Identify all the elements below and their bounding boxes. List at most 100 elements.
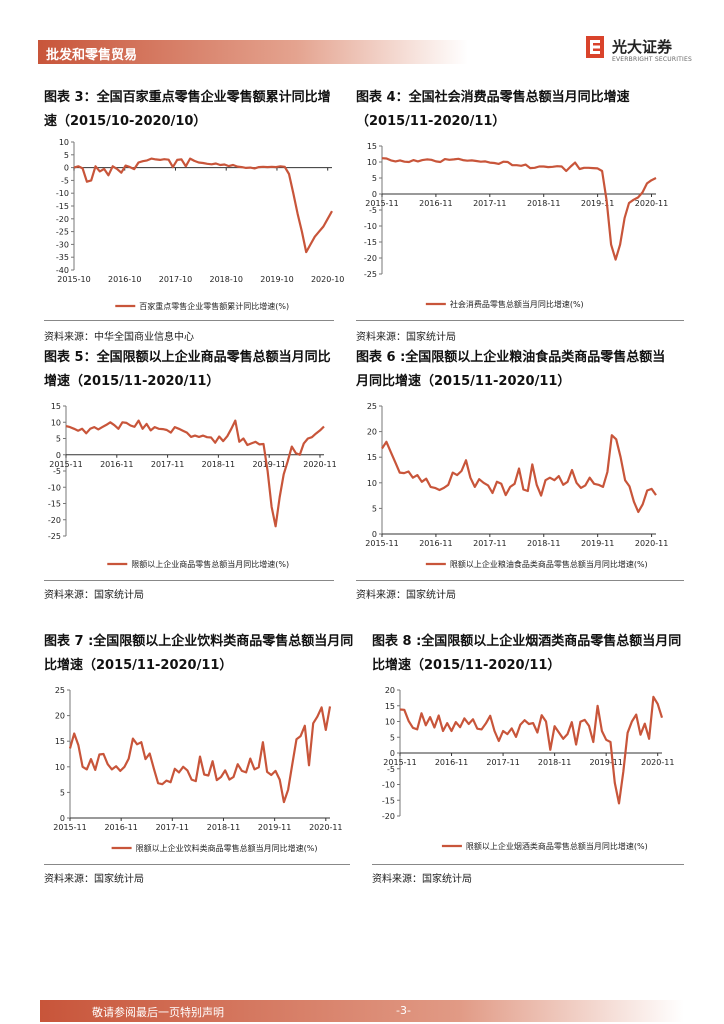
y-tick-label: 20 [385, 686, 395, 695]
y-tick-label: -20 [48, 516, 61, 525]
x-tick-label: 2018-10 [210, 275, 243, 284]
legend-label: 限额以上企业粮油食品类商品零售总额当月同比增速(%) [450, 559, 648, 569]
source-note: 资料来源：国家统计局 [356, 590, 456, 601]
x-tick-label: 2018-11 [527, 199, 560, 208]
x-tick-label: 2016-11 [104, 823, 137, 832]
y-tick-label: -15 [382, 796, 395, 805]
series-line [399, 695, 664, 805]
y-tick-label: 0 [372, 190, 377, 199]
source-note: 资料来源：国家统计局 [356, 332, 456, 343]
line-chart: 20 15 10 5 0 -5 -10 -15 -20 2015-11 2016-11 2017-11… [382, 686, 675, 851]
x-tick-label: 2019-11 [581, 199, 614, 208]
y-tick-label: 20 [55, 712, 65, 721]
y-tick-label: -25 [48, 532, 61, 541]
y-tick-label: 5 [56, 435, 61, 444]
x-tick-label: 2017-11 [473, 199, 506, 208]
y-tick-label: -20 [382, 812, 395, 821]
x-tick-label: 2017-10 [159, 275, 192, 284]
x-tick-label: 2019-10 [260, 275, 293, 284]
x-tick-label: 2018-11 [538, 758, 571, 767]
divider [44, 864, 350, 865]
y-tick-label: 0 [60, 814, 65, 823]
y-tick-label: 0 [64, 164, 69, 173]
legend-label: 百家重点零售企业零售额累计同比增速(%) [139, 301, 289, 311]
caption-line: 增速（2015/11-2020/11） [44, 374, 220, 389]
y-tick-label: 10 [385, 718, 395, 727]
caption-line: （2015/11-2020/11） [356, 114, 506, 129]
x-tick-label: 2019-11 [258, 823, 291, 832]
x-tick-label: 2016-10 [108, 275, 141, 284]
x-tick-label: 2015-11 [383, 758, 416, 767]
y-tick-label: -35 [56, 253, 69, 262]
everbright-logo-icon [586, 36, 604, 58]
x-tick-label: 2020-11 [309, 823, 342, 832]
legend-label: 社会消费品零售总额当月同比增速(%) [450, 299, 584, 309]
y-tick-label: 5 [390, 733, 395, 742]
y-tick-label: 0 [390, 749, 395, 758]
chart-caption: 图表 6 :全国限额以上企业粮油食品类商品零售总额当 月同比增速（2015/11… [356, 346, 665, 394]
x-tick-label: 2015-11 [53, 823, 86, 832]
y-tick-label: 5 [372, 504, 377, 513]
caption-line: 比增速（2015/11-2020/11） [44, 658, 233, 673]
divider [44, 320, 334, 321]
x-tick-label: 2015-11 [49, 460, 82, 469]
legend-label: 限额以上企业商品零售总额当月同比增速(%) [131, 559, 289, 569]
line-chart: 15 10 5 0 -5 -10 -15 -20 -25 2015-11 2016-11 2017-1… [364, 142, 668, 309]
x-tick-label: 2020-11 [635, 199, 668, 208]
x-tick-label: 2015-10 [57, 275, 90, 284]
brand-name-en: EVERBRIGHT SECURITIES [612, 56, 692, 63]
x-tick-label: 2020-10 [311, 275, 344, 284]
x-tick-label: 2018-11 [202, 460, 235, 469]
source-note: 资料来源：国家统计局 [44, 874, 144, 885]
x-tick-label: 2016-11 [435, 758, 468, 767]
header-banner [38, 40, 468, 64]
section-title: 批发和零售贸易 [46, 48, 138, 63]
y-tick-label: 10 [51, 418, 61, 427]
y-tick-label: -10 [48, 483, 61, 492]
divider [44, 580, 334, 581]
series-line [68, 706, 332, 804]
y-tick-label: 15 [51, 402, 61, 411]
divider [372, 864, 684, 865]
x-tick-label: 2020-11 [303, 460, 336, 469]
y-tick-label: 15 [367, 453, 377, 462]
x-tick-label: 2017-11 [473, 539, 506, 548]
x-tick-label: 2019-11 [589, 758, 622, 767]
source-note: 资料来源：国家统计局 [372, 874, 472, 885]
y-tick-label: -5 [369, 206, 377, 215]
x-tick-label: 2016-11 [100, 460, 133, 469]
source-note: 资料来源：中华全国商业信息中心 [44, 332, 194, 343]
y-tick-label: 0 [372, 530, 377, 539]
x-tick-label: 2017-11 [151, 460, 184, 469]
caption-line: 比增速（2015/11-2020/11） [372, 658, 561, 673]
x-tick-label: 2020-11 [641, 758, 674, 767]
y-tick-label: -5 [53, 467, 61, 476]
caption-line: 图表 4：全国社会消费品零售总额当月同比增速 [356, 90, 630, 105]
y-tick-label: 15 [367, 142, 377, 151]
x-tick-label: 2020-11 [635, 539, 668, 548]
caption-line: 图表 3：全国百家重点零售企业零售额累计同比增 [44, 90, 331, 105]
source-note: 资料来源：国家统计局 [44, 590, 144, 601]
y-tick-label: -5 [387, 765, 395, 774]
caption-line: 图表 5：全国限额以上企业商品零售总额当月同比 [44, 350, 331, 365]
y-tick-label: -30 [56, 240, 69, 249]
y-tick-label: -25 [56, 228, 69, 237]
y-tick-label: 25 [55, 686, 65, 695]
chart-caption: 图表 7 :全国限额以上企业饮料类商品零售总额当月同 比增速（2015/11-2… [44, 630, 353, 678]
caption-line: 月同比增速（2015/11-2020/11） [356, 374, 571, 389]
x-tick-label: 2019-11 [252, 460, 285, 469]
y-tick-label: -10 [364, 222, 377, 231]
footer-disclaimer: 敬请参阅最后一页特别声明 [92, 1006, 224, 1019]
x-tick-label: 2015-11 [365, 199, 398, 208]
y-tick-label: 10 [55, 763, 65, 772]
y-tick-label: 5 [64, 151, 69, 160]
chart-caption: 图表 4：全国社会消费品零售总额当月同比增速 （2015/11-2020/11） [356, 86, 630, 134]
y-tick-label: 15 [385, 702, 395, 711]
y-tick-label: 20 [367, 428, 377, 437]
y-tick-label: -5 [61, 176, 69, 185]
chart-caption: 图表 5：全国限额以上企业商品零售总额当月同比 增速（2015/11-2020/… [44, 346, 331, 394]
x-tick-label: 2019-11 [581, 539, 614, 548]
caption-line: 图表 7 :全国限额以上企业饮料类商品零售总额当月同 [44, 634, 354, 649]
y-tick-label: -10 [56, 189, 69, 198]
